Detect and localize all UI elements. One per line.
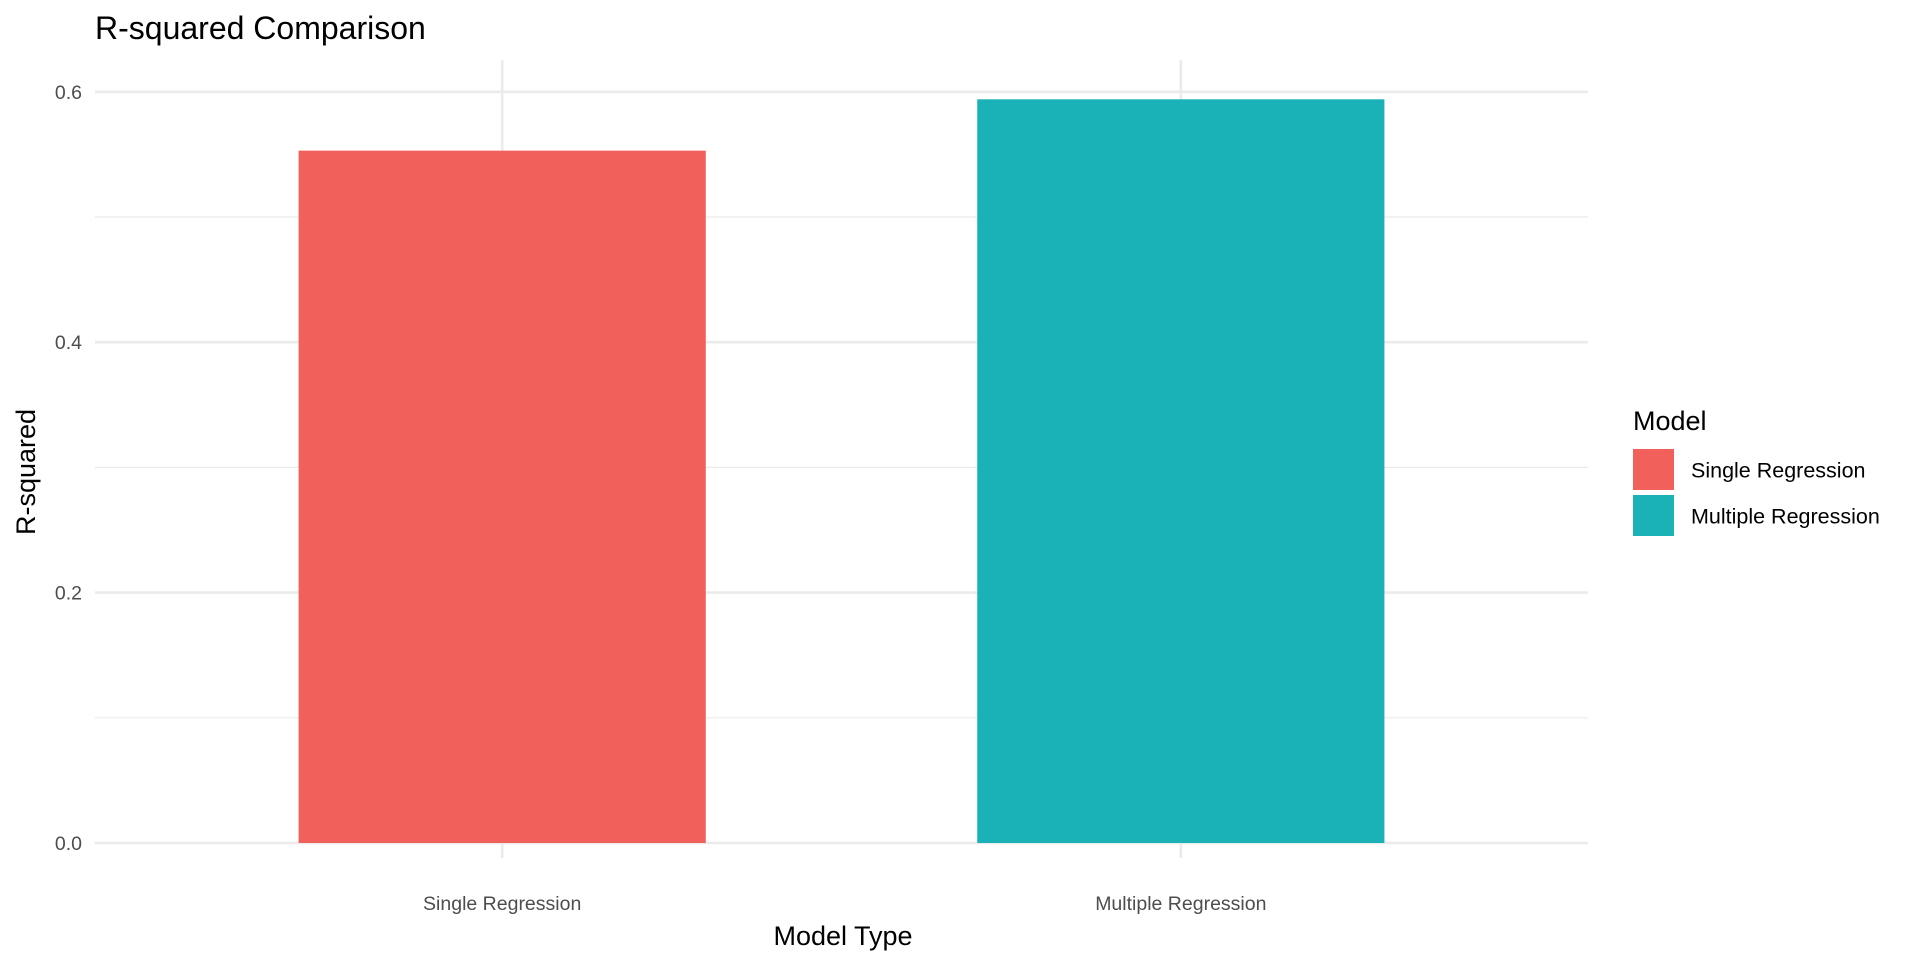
y-tick-label: 0.2 — [55, 583, 82, 605]
legend-items: Single Regression Multiple Regression — [1633, 449, 1880, 536]
legend: Model Single Regression Multiple Regressi… — [1633, 406, 1880, 536]
chart-title: R-squared Comparison — [95, 10, 426, 46]
plot-panel — [95, 60, 1588, 858]
x-tick-label: Multiple Regression — [1095, 893, 1266, 915]
y-axis-title: R-squared — [11, 409, 41, 535]
legend-title: Model — [1633, 406, 1707, 436]
y-tick-label: 0.0 — [55, 833, 82, 855]
bars — [298, 99, 1385, 844]
y-tick-label: 0.4 — [55, 332, 82, 354]
x-axis-tick-labels: Single Regression Multiple Regression — [423, 893, 1266, 915]
x-axis-title: Model Type — [773, 921, 912, 951]
legend-key-single-regression — [1633, 449, 1674, 490]
legend-label: Single Regression — [1691, 459, 1866, 483]
x-tick-label: Single Regression — [423, 893, 581, 915]
legend-label: Multiple Regression — [1691, 505, 1880, 529]
legend-key-multiple-regression — [1633, 495, 1674, 536]
y-tick-label: 0.6 — [55, 82, 82, 104]
bar-single-regression — [298, 150, 706, 844]
y-axis-tick-labels: 0.0 0.2 0.4 0.6 — [55, 82, 82, 855]
bar-multiple-regression — [977, 99, 1385, 843]
